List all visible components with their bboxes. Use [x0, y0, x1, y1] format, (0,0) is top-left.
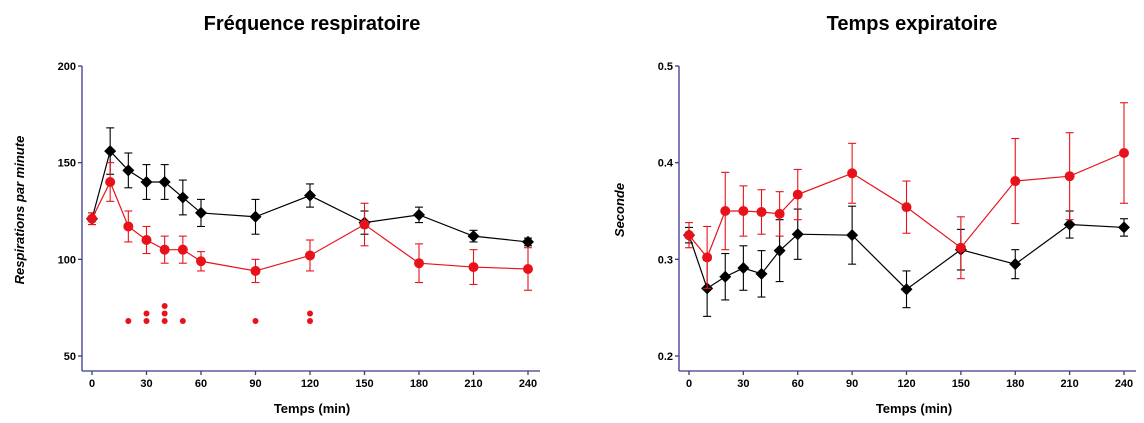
data-point	[901, 202, 912, 213]
x-tick-label: 90	[846, 378, 858, 390]
plot-right: 0.2 0.3 0.4 0.5 0 30 60 90 120 150 180 210 240	[658, 61, 1136, 390]
chart-title-right: Temps expiratoire	[827, 13, 998, 35]
data-point	[1064, 171, 1075, 182]
series-black-diamond	[86, 127, 534, 248]
significance-dot	[161, 318, 168, 324]
series-red-circle	[684, 102, 1129, 289]
data-point	[141, 235, 152, 245]
significance-dot	[307, 318, 313, 324]
data-point	[196, 256, 206, 267]
data-point	[304, 189, 316, 202]
data-point	[159, 244, 170, 255]
data-point	[774, 208, 785, 219]
significance-dot	[143, 310, 150, 317]
y-tick-label: 200	[58, 61, 76, 73]
x-tick-label: 180	[1006, 378, 1024, 390]
significance-dot	[143, 318, 150, 324]
data-point	[792, 189, 803, 200]
data-point	[719, 270, 732, 283]
x-axis-label-left: Temps (min)	[274, 401, 350, 416]
x-tick-label: 210	[464, 378, 482, 390]
significance-dot	[125, 318, 132, 324]
data-point	[755, 267, 768, 280]
x-tick-label: 150	[952, 378, 970, 390]
data-point	[140, 176, 153, 188]
x-tick-label: 180	[410, 378, 428, 390]
y-tick-label: 0.5	[658, 61, 673, 73]
x-tick-label: 150	[355, 378, 373, 390]
data-point	[1063, 218, 1076, 231]
data-point	[123, 221, 134, 232]
data-point	[122, 164, 135, 177]
x-tick-label: 60	[792, 378, 804, 390]
data-point	[720, 206, 731, 216]
data-point	[250, 265, 261, 276]
significance-dot	[161, 310, 168, 317]
x-tick-label: 240	[1115, 378, 1133, 390]
x-tick-label: 0	[686, 378, 692, 390]
series-red-circle	[87, 162, 533, 291]
data-point	[158, 176, 171, 188]
data-point	[522, 235, 534, 248]
data-point	[773, 244, 786, 257]
data-point	[900, 283, 913, 296]
data-point	[523, 264, 533, 274]
significance-dot	[252, 318, 259, 324]
x-tick-label: 0	[89, 378, 95, 390]
data-point	[413, 208, 425, 221]
significance-dot	[307, 310, 313, 317]
data-point	[846, 229, 859, 242]
data-point	[737, 262, 750, 275]
data-point	[305, 250, 315, 261]
x-tick-label: 90	[249, 378, 261, 390]
data-point	[756, 206, 767, 217]
data-point	[738, 206, 749, 216]
x-axis-label-right: Temps (min)	[876, 401, 952, 416]
x-tick-label: 120	[301, 378, 319, 390]
y-tick-label: 0.2	[658, 351, 673, 363]
data-point	[177, 244, 188, 255]
data-point	[467, 230, 480, 243]
y-tick-label: 150	[58, 158, 76, 170]
data-point	[791, 228, 804, 241]
x-tick-label: 60	[195, 378, 207, 390]
data-point	[104, 145, 117, 158]
y-axis-label-right: Seconde	[612, 183, 627, 237]
chart-title-left: Fréquence respiratoire	[204, 13, 421, 35]
x-tick-label: 240	[519, 378, 537, 390]
data-point	[684, 230, 694, 241]
data-point	[847, 168, 858, 179]
x-tick-label: 30	[737, 378, 749, 390]
data-point	[1118, 221, 1130, 234]
x-tick-label: 30	[140, 378, 152, 390]
data-point	[249, 210, 262, 223]
y-tick-label: 50	[64, 351, 76, 363]
significance-dot	[179, 318, 186, 324]
x-tick-label: 210	[1060, 378, 1078, 390]
data-point	[1119, 148, 1129, 158]
significance-dot	[161, 303, 168, 309]
y-tick-label: 0.3	[658, 254, 673, 266]
data-point	[414, 258, 424, 269]
data-point	[1010, 176, 1021, 187]
y-tick-label: 0.4	[658, 158, 674, 170]
data-point	[702, 252, 713, 263]
plot-left: 50 100 150 200 0 30 60 90 120 150 180 210 240	[58, 61, 540, 390]
y-tick-label: 100	[58, 254, 76, 266]
data-point	[105, 177, 116, 187]
data-point	[359, 219, 370, 230]
y-axis-label-left: Respirations par minute	[12, 136, 27, 285]
data-point	[955, 242, 966, 253]
data-point	[468, 262, 479, 273]
data-point	[1009, 258, 1022, 271]
data-point	[195, 206, 207, 219]
data-point	[176, 191, 189, 204]
x-tick-label: 120	[897, 378, 915, 390]
data-point	[87, 213, 97, 224]
